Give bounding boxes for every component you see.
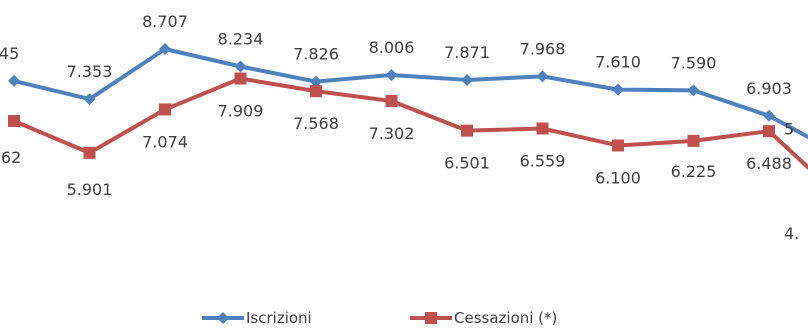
data-point [385, 94, 398, 107]
data-point [310, 85, 322, 98]
data-point [763, 125, 775, 138]
data-label: 7.353 [67, 62, 113, 81]
data-label: 7.871 [444, 43, 490, 62]
data-label: 6.501 [444, 154, 490, 173]
data-point [687, 84, 700, 97]
data-label: 8.234 [218, 30, 264, 49]
data-label: 4. [784, 224, 799, 243]
series-iscrizioni: 845 7.353 8.707 8.234 7.826 8.006 7.871 7.968 7.… [0, 12, 808, 140]
data-label: 6.903 [746, 79, 792, 98]
data-label: 8.707 [142, 12, 188, 31]
series-cessazioni: 762 5.901 7.074 7.909 7.568 7.302 6.501 6.559 6.… [0, 72, 808, 243]
legend-marker [425, 312, 437, 324]
data-label: 7.074 [142, 132, 188, 151]
legend-item-iscrizioni: Iscrizioni [202, 309, 312, 327]
data-label: 6.225 [671, 162, 717, 181]
data-point [461, 124, 473, 137]
data-point [687, 134, 700, 147]
data-point [763, 109, 775, 122]
data-label: 7.568 [293, 114, 339, 133]
data-label: 8.006 [369, 38, 415, 57]
data-point [234, 60, 247, 73]
legend-label: Iscrizioni [246, 309, 312, 327]
data-point [612, 139, 624, 152]
data-label: 7.590 [671, 53, 717, 72]
data-point [461, 73, 473, 86]
data-point [536, 70, 549, 83]
data-label: 7.302 [369, 124, 415, 143]
data-point [385, 68, 398, 81]
data-point [83, 146, 96, 159]
data-point [612, 83, 624, 96]
data-point [234, 72, 247, 85]
data-point [159, 103, 171, 116]
data-point [8, 74, 20, 87]
data-point [159, 43, 171, 55]
data-point [8, 114, 20, 127]
data-label: 762 [0, 148, 21, 167]
data-label: 7.909 [218, 102, 264, 121]
data-label: 5 [784, 120, 794, 139]
data-label: 5.901 [67, 180, 113, 199]
data-point [536, 122, 549, 135]
data-label: 6.559 [520, 151, 566, 170]
series-line [13, 47, 808, 140]
data-label: 845 [0, 44, 19, 63]
legend-item-cessazioni: Cessazioni (*) [410, 309, 557, 327]
data-label: 7.826 [293, 45, 339, 64]
legend-marker [217, 312, 229, 324]
data-label: 7.610 [595, 53, 641, 72]
data-label: 6.488 [746, 154, 792, 173]
series-line [13, 76, 808, 170]
data-label: 6.100 [595, 168, 641, 187]
data-point [83, 93, 96, 106]
data-label: 7.968 [520, 39, 566, 58]
data-point [310, 75, 322, 88]
legend-label: Cessazioni (*) [454, 309, 557, 327]
